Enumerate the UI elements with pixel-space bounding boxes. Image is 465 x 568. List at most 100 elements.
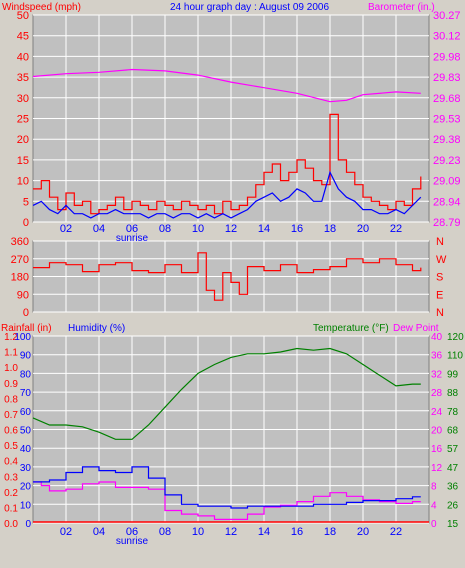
temperature-f-tick-label: 15 <box>447 519 459 530</box>
temperature-c-tick-label: 20 <box>431 426 443 437</box>
rainfall-axis-label: Rainfall (in) <box>1 323 52 334</box>
x-tick-label: 14 <box>258 526 270 538</box>
humidity-tick-label: 80 <box>20 369 32 380</box>
barometer-tick-label: 29.83 <box>433 72 461 84</box>
windspeed-tick-label: 10 <box>17 176 29 188</box>
rainfall-tick-label: 0.9 <box>4 379 18 390</box>
barometer-tick-label: 29.53 <box>433 114 461 126</box>
compass-tick-label: W <box>436 254 447 266</box>
temperature-c-tick-label: 0 <box>431 519 437 530</box>
direction-tick-label: 270 <box>11 254 29 266</box>
temperature-f-tick-label: 68 <box>447 426 459 437</box>
x-tick-label: 02 <box>60 526 72 538</box>
temperature-c-tick-label: 12 <box>431 463 443 474</box>
x-tick-label: 12 <box>225 526 237 538</box>
humidity-tick-label: 10 <box>20 500 32 511</box>
barometer-tick-label: 29.68 <box>433 93 461 105</box>
rainfall-tick-label: 0.1 <box>4 503 18 514</box>
sunrise-label: sunrise <box>116 233 149 244</box>
barometer-tick-label: 30.12 <box>433 31 461 43</box>
temperature-line <box>32 347 421 440</box>
rainfall-tick-label: 0.0 <box>4 519 18 530</box>
temperature-f-tick-label: 120 <box>447 332 464 343</box>
windspeed-axis-label: Windspeed (mph) <box>2 2 81 13</box>
rainfall-tick-label: 1.0 <box>4 363 18 374</box>
rainfall-tick-label: 1.1 <box>4 348 18 359</box>
x-tick-label: 02 <box>60 223 72 235</box>
barometer-tick-label: 29.38 <box>433 134 461 146</box>
x-tick-label: 14 <box>258 223 270 235</box>
x-tick-label: 10 <box>192 223 204 235</box>
x-tick-label: 10 <box>192 526 204 538</box>
x-tick-label: 04 <box>93 526 105 538</box>
direction-tick-label: 90 <box>17 289 29 301</box>
humidity-tick-label: 0 <box>25 519 31 530</box>
windspeed-tick-label: 50 <box>17 10 29 22</box>
x-tick-label: 08 <box>159 223 171 235</box>
direction-tick-label: 180 <box>11 272 29 284</box>
temperature-f-tick-label: 57 <box>447 444 459 455</box>
x-tick-label: 20 <box>357 526 369 538</box>
barometer-axis-label: Barometer (in.) <box>368 2 435 13</box>
x-tick-label: 08 <box>159 526 171 538</box>
compass-tick-label: N <box>436 236 444 248</box>
x-tick-label: 06 <box>126 526 138 538</box>
barometer-tick-label: 28.94 <box>433 196 461 208</box>
windspeed-tick-label: 20 <box>17 134 29 146</box>
x-tick-label: 16 <box>291 223 303 235</box>
humidity-tick-label: 50 <box>20 426 32 437</box>
temperature-c-tick-label: 8 <box>431 482 437 493</box>
humidity-tick-label: 30 <box>20 463 32 474</box>
dewpoint-line <box>33 481 421 521</box>
x-tick-label: 04 <box>93 223 105 235</box>
windspeed-tick-label: 40 <box>17 51 29 63</box>
windspeed-tick-label: 0 <box>23 217 29 229</box>
humidity-tick-label: 70 <box>20 388 32 399</box>
chart-title: 24 hour graph day : August 09 2006 <box>170 2 329 13</box>
temperature-f-tick-label: 110 <box>447 351 463 362</box>
temperature-c-tick-label: 28 <box>431 388 443 399</box>
temperature-f-tick-label: 36 <box>447 482 459 493</box>
temperature-f-tick-label: 99 <box>447 369 459 380</box>
compass-tick-label: S <box>436 272 443 284</box>
rainfall-tick-label: 0.3 <box>4 472 18 483</box>
dewpoint-axis-label: Dew Point <box>393 323 439 334</box>
temperature-c-tick-label: 16 <box>431 444 443 455</box>
x-tick-label: 18 <box>324 223 336 235</box>
temperature-f-tick-label: 26 <box>447 500 459 511</box>
windspeed-tick-label: 35 <box>17 72 29 84</box>
compass-tick-label: E <box>436 289 443 301</box>
direction-tick-label: 0 <box>23 307 29 319</box>
windspeed-tick-label: 25 <box>17 114 29 126</box>
humidity-line <box>33 466 421 509</box>
wind-average-line <box>32 170 422 219</box>
temperature-c-tick-label: 24 <box>431 407 443 418</box>
humidity-tick-label: 20 <box>20 482 32 493</box>
rainfall-tick-label: 0.5 <box>4 441 18 452</box>
rainfall-tick-label: 0.2 <box>4 488 18 499</box>
x-tick-label: 12 <box>225 223 237 235</box>
rainfall-tick-label: 1.2 <box>4 332 18 343</box>
windspeed-tick-label: 15 <box>17 155 29 167</box>
temperature-c-tick-label: 32 <box>431 369 443 380</box>
barometer-tick-label: 29.98 <box>433 51 461 63</box>
x-tick-label: 20 <box>357 223 369 235</box>
compass-tick-label: N <box>436 307 444 319</box>
temperature-axis-label: Temperature (°F) <box>313 323 389 334</box>
windspeed-tick-label: 5 <box>23 196 29 208</box>
x-tick-label: 22 <box>390 223 402 235</box>
barometer-tick-label: 29.23 <box>433 155 461 167</box>
temperature-f-tick-label: 47 <box>447 463 459 474</box>
rainfall-tick-label: 0.4 <box>4 457 18 468</box>
sunrise-label: sunrise <box>116 536 149 547</box>
temperature-c-tick-label: 36 <box>431 351 443 362</box>
temperature-f-tick-label: 88 <box>447 388 459 399</box>
temperature-c-tick-label: 40 <box>431 332 443 343</box>
x-tick-label: 06 <box>126 223 138 235</box>
humidity-axis-label: Humidity (%) <box>68 323 125 334</box>
humidity-tick-label: 60 <box>20 407 32 418</box>
x-tick-label: 18 <box>324 526 336 538</box>
rainfall-tick-label: 0.8 <box>4 394 18 405</box>
windspeed-tick-label: 30 <box>17 93 29 105</box>
